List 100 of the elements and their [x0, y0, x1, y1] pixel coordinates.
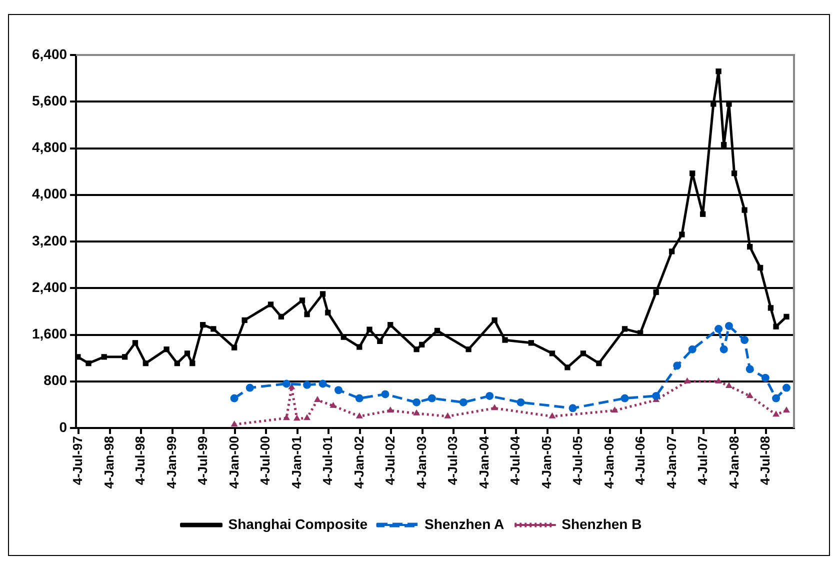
point	[742, 207, 748, 213]
point	[549, 350, 556, 356]
point	[303, 380, 312, 389]
x-tick-label: 4-Jan-99	[164, 436, 179, 489]
point	[381, 390, 390, 398]
point	[746, 365, 754, 374]
point	[122, 354, 128, 360]
point	[782, 384, 790, 392]
y-tick-label: 3,200	[32, 232, 68, 248]
point	[86, 360, 92, 366]
point	[356, 344, 362, 350]
point	[304, 414, 310, 420]
x-tick-label: 4-Jul-05	[570, 436, 585, 486]
point	[242, 317, 248, 324]
point	[101, 354, 107, 360]
point	[568, 404, 577, 412]
point	[684, 377, 691, 384]
point	[746, 392, 754, 398]
point	[304, 312, 310, 318]
point	[132, 340, 138, 346]
point	[355, 394, 364, 402]
point	[293, 414, 300, 421]
point	[724, 322, 733, 330]
point	[622, 326, 628, 332]
point	[230, 420, 238, 427]
y-tick-label: 1,600	[32, 326, 68, 342]
point	[580, 350, 586, 356]
y-tick-label: 4,800	[32, 139, 68, 156]
point	[434, 328, 440, 334]
point	[673, 362, 682, 370]
point	[772, 394, 780, 402]
point	[366, 326, 372, 332]
x-tick-label: 4-Jan-98	[101, 436, 116, 489]
point	[784, 314, 790, 320]
point	[688, 345, 696, 354]
x-tick-label: 4-Jan-06	[601, 436, 616, 489]
legend-label: Shenzhen B	[562, 516, 642, 532]
x-tick-label: 4-Jul-03	[444, 436, 460, 486]
point	[669, 248, 675, 254]
point	[299, 298, 306, 304]
point	[444, 412, 452, 418]
point	[414, 346, 420, 352]
point	[548, 412, 556, 418]
x-tick-label: 4-Jan-04	[476, 435, 492, 489]
point	[413, 409, 420, 416]
point	[700, 211, 706, 217]
x-tick-label: 4-Jul-07	[694, 436, 710, 486]
point	[459, 398, 468, 406]
point	[768, 305, 774, 311]
point	[757, 264, 764, 271]
point	[731, 170, 738, 176]
x-tick-label: 4-Jul-01	[320, 436, 335, 486]
point	[772, 410, 780, 417]
point	[466, 346, 472, 352]
point	[330, 402, 337, 408]
point	[690, 170, 696, 176]
y-tick-label: 0	[59, 418, 68, 435]
point	[620, 394, 629, 402]
point	[334, 386, 343, 394]
point	[190, 360, 196, 366]
x-tick-label: 4-Jul-08	[758, 436, 773, 486]
point	[564, 364, 570, 370]
point	[761, 374, 770, 382]
x-tick-label: 4-Jan-08	[726, 436, 742, 489]
point	[314, 396, 321, 402]
y-tick-label: 800	[44, 372, 68, 388]
point	[773, 324, 779, 330]
x-tick-label: 4-Jul-04	[508, 435, 523, 486]
y-tick-label: 5,600	[32, 92, 68, 108]
legend-label: Shenzhen A	[424, 516, 504, 532]
point	[502, 337, 508, 343]
point	[231, 344, 238, 350]
point	[726, 382, 732, 388]
point	[325, 310, 331, 316]
point	[246, 384, 254, 392]
point	[611, 406, 618, 413]
x-tick-label: 4-Jul-97	[70, 436, 86, 486]
point	[596, 360, 602, 366]
point	[419, 342, 425, 348]
point	[282, 380, 290, 388]
x-tick-label: 4-Jan-07	[664, 436, 679, 489]
point	[200, 322, 206, 328]
point	[230, 394, 238, 402]
point	[356, 412, 363, 418]
y-tick-label: 6,400	[32, 46, 68, 62]
point	[174, 360, 180, 366]
point	[653, 289, 659, 296]
point	[142, 360, 149, 366]
point	[492, 317, 498, 324]
point	[652, 392, 660, 400]
point	[428, 394, 436, 402]
point	[268, 302, 274, 308]
point	[715, 377, 722, 384]
point	[318, 380, 327, 388]
x-tick-label: 4-Jul-02	[382, 436, 398, 486]
point	[747, 244, 753, 250]
x-tick-label: 4-Jul-00	[258, 436, 273, 486]
point	[486, 392, 494, 400]
point	[740, 336, 749, 344]
point	[528, 340, 534, 346]
